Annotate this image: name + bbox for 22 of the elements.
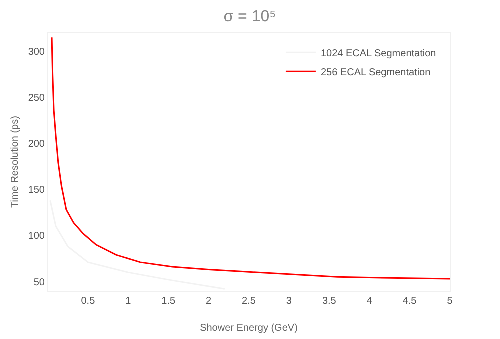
x-tick-label: 5 [447, 296, 454, 307]
legend-label: 1024 ECAL Segmentation [320, 48, 436, 60]
y-tick-label: 150 [28, 185, 46, 196]
x-tick-label: 1.5 [162, 296, 176, 307]
x-axis-title: Shower Energy (GeV) [200, 323, 298, 334]
x-tick-label: 0.5 [81, 296, 96, 307]
y-tick-label: 300 [28, 46, 46, 58]
line-series [51, 36, 450, 280]
x-tick-label: 4.5 [402, 296, 418, 307]
x-tick-label: 3 [286, 296, 292, 307]
x-tick-label: 1 [126, 296, 132, 307]
x-tick-label: 4 [366, 296, 373, 307]
x-tick-label: 2 [206, 296, 212, 307]
y-axis-title: Time Resolution (ps) [10, 116, 21, 208]
y-tick-label: 100 [28, 231, 46, 242]
legend-label: 256 ECAL Segmentation [320, 68, 431, 79]
y-tick-label: 200 [28, 139, 46, 150]
x-tick-label: 2.5 [242, 296, 256, 307]
x-tick-label: 3.5 [322, 296, 337, 307]
chart-title: σ = 10⁵ [224, 8, 276, 26]
y-tick-label: 250 [28, 93, 46, 104]
y-tick-label: 50 [34, 277, 46, 288]
